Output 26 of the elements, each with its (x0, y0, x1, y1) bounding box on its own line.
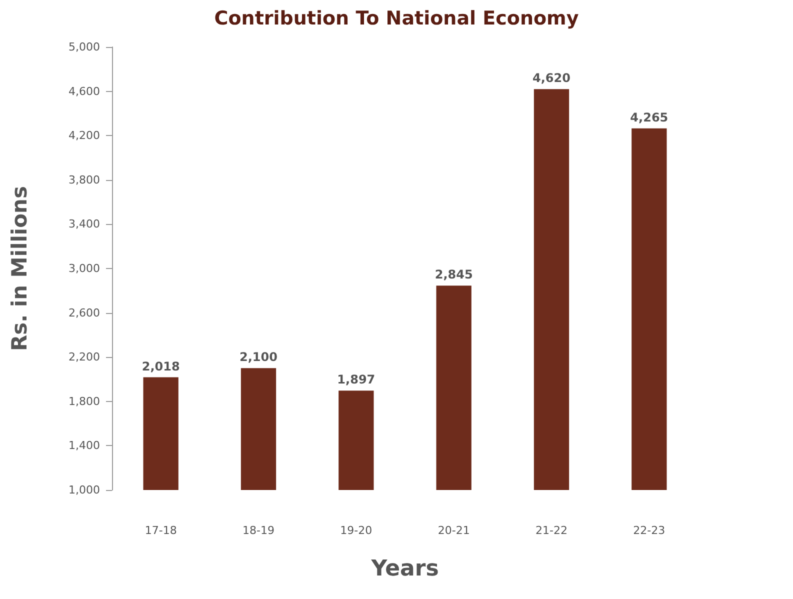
y-tick-label: 4,200 (68, 129, 100, 142)
y-tick-label: 3,000 (68, 262, 100, 275)
y-tick-label: 1,800 (68, 394, 100, 408)
y-tick-label: 3,400 (68, 218, 100, 231)
y-tick-label: 5,000 (68, 40, 100, 54)
data-label: 2,100 (240, 350, 278, 364)
y-tick-label: 4,600 (68, 84, 100, 98)
data-label: 2,845 (434, 268, 473, 282)
x-tick-label: 22-23 (633, 524, 666, 537)
y-tick-label: 1,400 (68, 439, 100, 452)
chart-title: Contribution To National Economy (214, 8, 580, 30)
y-axis-title: Rs. in Millions (8, 186, 32, 351)
data-label: 4,265 (630, 110, 668, 124)
y-tick-label: 1,000 (68, 484, 100, 496)
x-tick-label: 20-21 (438, 524, 470, 537)
x-axis-title: Years (370, 556, 439, 582)
x-tick-label: 19-20 (340, 524, 372, 537)
y-tick-label: 3,800 (68, 173, 100, 186)
x-tick-label: 21-22 (536, 524, 568, 537)
data-label: 2,018 (142, 359, 180, 374)
y-tick-label: 2,200 (68, 350, 100, 364)
x-tick-label: 18-19 (242, 524, 274, 537)
data-label: 1,897 (337, 372, 376, 387)
y-tick-label: 2,600 (68, 306, 100, 320)
data-label: 4,620 (532, 71, 570, 86)
x-tick-label: 17-18 (144, 524, 177, 537)
